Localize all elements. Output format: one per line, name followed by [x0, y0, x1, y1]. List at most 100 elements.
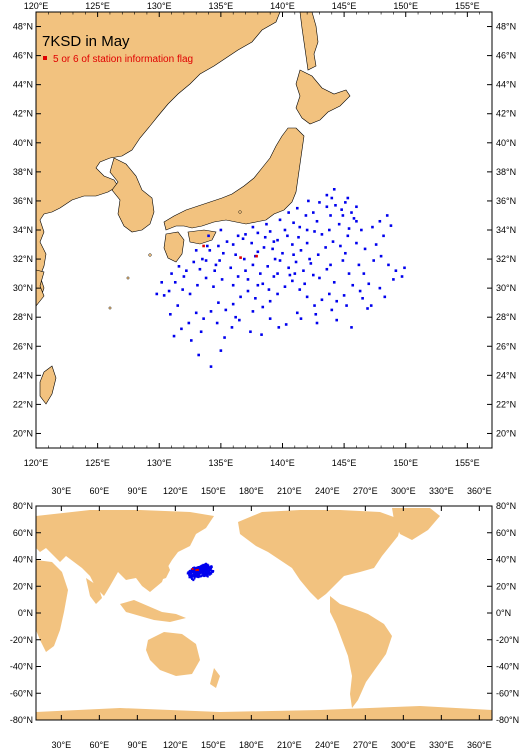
station-point: [208, 570, 211, 573]
lon-tick-label: 360°E: [467, 740, 492, 750]
station-point: [199, 570, 202, 573]
station-point: [250, 241, 253, 245]
lat-tick-label: -80°N: [10, 715, 33, 725]
station-point: [176, 304, 180, 307]
greenland-land: [392, 508, 440, 540]
kyushu-land: [163, 231, 185, 263]
station-point: [194, 570, 197, 573]
station-point: [199, 565, 202, 568]
station-point: [209, 567, 212, 570]
station-point: [230, 326, 234, 329]
station-point: [347, 272, 351, 275]
top-station-points: [155, 188, 406, 368]
flagged-station-point: [197, 568, 200, 571]
lat-tick-label: 20°N: [13, 428, 33, 438]
station-point: [244, 233, 247, 236]
station-point: [192, 579, 195, 582]
station-point: [325, 193, 329, 197]
lon-tick-label: 270°E: [353, 740, 378, 750]
station-point: [155, 292, 159, 296]
station-point: [206, 570, 209, 573]
station-point: [271, 247, 274, 251]
station-point: [316, 253, 320, 257]
bottom-map: 30°E 30°E 60°E 60°E 90°E 90°E 120°E 120°E 150°E 1…: [10, 486, 519, 750]
station-point: [363, 247, 367, 251]
station-point: [196, 571, 199, 574]
lat-tick-label: 44°N: [13, 80, 33, 90]
station-point: [276, 292, 279, 296]
bottom-station-points: [186, 562, 215, 582]
station-point: [212, 570, 215, 573]
lon-tick-label: 240°E: [315, 486, 340, 496]
station-point: [196, 575, 199, 578]
lat-tick-label: 22°N: [496, 399, 516, 409]
station-point: [193, 567, 196, 570]
station-point: [204, 569, 207, 572]
station-point: [324, 246, 327, 249]
station-point: [320, 298, 324, 302]
station-point: [256, 250, 260, 254]
station-point: [169, 312, 172, 316]
station-point: [361, 297, 364, 300]
lat-tick-label: 40°N: [13, 555, 33, 565]
station-point: [206, 568, 209, 571]
station-point: [272, 240, 276, 243]
station-point: [204, 571, 207, 574]
station-point: [318, 201, 321, 204]
station-point: [378, 219, 382, 223]
station-point: [198, 567, 201, 570]
station-point: [199, 575, 202, 578]
station-point: [305, 295, 309, 299]
station-point: [209, 310, 213, 313]
station-point: [182, 275, 186, 278]
station-point: [330, 308, 334, 312]
lat-tick-label: 36°N: [496, 196, 516, 206]
station-point: [213, 269, 217, 272]
lon-tick-label: 135°E: [209, 458, 234, 468]
station-point: [260, 333, 263, 336]
station-point: [193, 566, 196, 569]
lat-tick-label: 40°N: [496, 138, 516, 148]
india-land: [86, 578, 102, 604]
station-point: [234, 253, 237, 257]
station-point: [210, 572, 213, 575]
station-point: [292, 253, 295, 257]
station-point: [180, 327, 183, 331]
lon-tick-label: 360°E: [467, 486, 492, 496]
station-point: [369, 304, 373, 307]
station-point: [362, 272, 366, 275]
station-point: [311, 273, 315, 277]
station-point: [320, 233, 324, 236]
station-point: [194, 574, 197, 577]
station-point: [318, 276, 321, 280]
station-point: [217, 301, 220, 304]
station-point: [350, 326, 353, 329]
station-point: [206, 575, 209, 578]
station-point: [211, 571, 214, 574]
station-point: [194, 571, 197, 574]
station-point: [374, 243, 378, 246]
lon-tick-label: 210°E: [277, 486, 302, 496]
station-point: [200, 567, 203, 570]
station-point: [208, 568, 211, 571]
station-point: [202, 317, 205, 320]
lon-tick-label: 210°E: [277, 740, 302, 750]
station-point: [313, 304, 316, 307]
station-point: [383, 295, 387, 299]
lat-tick-label: -40°N: [10, 662, 33, 672]
station-point: [287, 211, 290, 214]
station-point: [351, 283, 355, 287]
station-point: [219, 349, 223, 352]
station-point: [219, 228, 223, 232]
lat-tick-label: 44°N: [496, 80, 516, 90]
station-point: [387, 263, 390, 267]
station-point: [198, 565, 201, 568]
station-point: [209, 569, 212, 572]
station-point: [302, 269, 305, 272]
station-point: [214, 263, 218, 267]
lon-tick-label: 330°E: [429, 486, 454, 496]
station-point: [277, 326, 281, 329]
station-point: [196, 566, 199, 569]
station-point: [355, 241, 358, 245]
